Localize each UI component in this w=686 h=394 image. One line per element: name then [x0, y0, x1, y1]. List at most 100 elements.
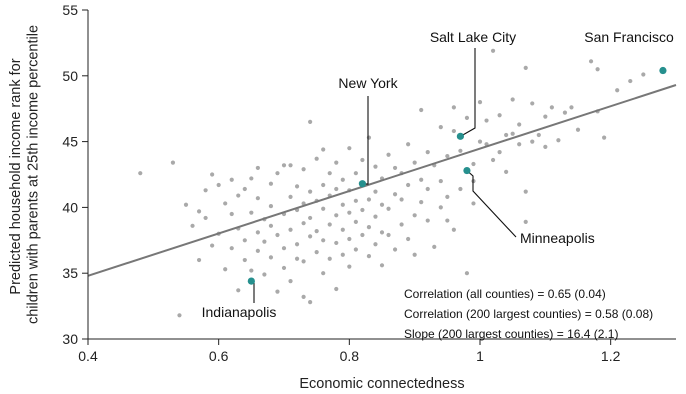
stat-slope-largest: Slope (200 largest counties) = 16.4 (2.1…: [404, 327, 618, 341]
data-point: [340, 227, 345, 232]
y-tick-label: 55: [62, 2, 78, 18]
data-point: [425, 218, 430, 223]
data-point: [373, 164, 378, 169]
data-point: [360, 207, 365, 213]
y-axis-title-line-1: Predicted household income rank for: [8, 58, 24, 294]
data-point: [196, 209, 202, 214]
data-point: [464, 271, 470, 276]
data-point: [530, 101, 535, 106]
data-point: [314, 250, 319, 255]
data-point: [438, 205, 443, 210]
city-label: Minneapolis: [520, 230, 595, 246]
data-point: [340, 177, 345, 182]
data-point: [138, 171, 143, 176]
data-point: [523, 189, 528, 194]
data-point: [170, 160, 176, 165]
data-point: [458, 186, 463, 192]
data-point: [281, 246, 287, 251]
data-point: [406, 236, 411, 242]
city-label: San Francisco: [584, 29, 674, 45]
data-point: [595, 67, 600, 72]
data-point: [392, 165, 398, 171]
data-point: [445, 194, 450, 199]
data-point: [275, 171, 280, 176]
highlighted-point: [247, 277, 255, 285]
data-point: [386, 152, 391, 157]
data-point: [392, 192, 398, 197]
data-point: [203, 188, 208, 193]
data-point: [588, 59, 594, 64]
data-point: [412, 252, 417, 257]
data-point: [216, 182, 221, 188]
city-label: Salt Lake City: [430, 29, 516, 45]
highlighted-point: [463, 166, 471, 175]
data-point: [334, 240, 339, 246]
data-point: [406, 142, 411, 147]
data-point: [386, 206, 391, 211]
data-point: [347, 236, 352, 242]
data-point: [294, 184, 300, 189]
data-point: [327, 171, 332, 176]
data-point: [458, 148, 463, 153]
data-point: [530, 139, 535, 144]
leader-line: [362, 96, 369, 185]
data-point: [379, 230, 385, 235]
y-tick-label: 50: [62, 68, 78, 84]
data-point: [484, 118, 489, 123]
data-point: [347, 146, 352, 151]
data-point: [569, 105, 574, 110]
fit-line: [87, 84, 677, 277]
highlighted-point: [358, 180, 366, 188]
data-point: [373, 214, 378, 219]
y-axis-title: Predicted household income rank for chil…: [8, 25, 41, 324]
data-point: [308, 119, 313, 124]
leader-line: [460, 48, 476, 137]
data-point: [268, 255, 274, 260]
x-tick-label: 0.4: [78, 348, 98, 364]
data-point: [392, 247, 398, 252]
data-point: [340, 252, 345, 257]
x-tick-label: 1: [476, 348, 484, 364]
data-point: [366, 253, 372, 259]
data-point: [308, 215, 313, 221]
data-point: [275, 289, 280, 294]
data-point: [334, 186, 339, 192]
data-point: [464, 115, 470, 121]
data-point: [373, 189, 378, 194]
data-point: [490, 157, 496, 163]
data-point: [210, 172, 215, 177]
data-point: [432, 244, 437, 249]
data-point: [575, 127, 581, 132]
city-callouts: San Francisco Salt Lake City New York Minne…: [202, 29, 674, 320]
data-point: [255, 196, 260, 201]
x-tick-label: 1.2: [601, 348, 621, 364]
data-point: [223, 201, 228, 206]
data-point: [438, 125, 443, 130]
data-point: [314, 156, 319, 161]
data-point: [288, 163, 293, 168]
data-point: [510, 131, 515, 136]
y-axis-ticks: 30 35 40 45 50 55: [62, 2, 88, 347]
data-point: [340, 202, 345, 207]
data-point: [471, 201, 476, 206]
data-point: [523, 65, 528, 71]
data-point: [229, 177, 234, 182]
data-point: [268, 181, 274, 186]
data-point: [497, 113, 502, 118]
data-point: [353, 171, 358, 176]
data-point: [236, 193, 241, 198]
data-point: [268, 203, 274, 209]
data-point: [419, 200, 424, 205]
data-point: [562, 110, 568, 115]
data-point: [288, 194, 293, 199]
data-point: [445, 153, 450, 159]
data-point: [249, 210, 254, 215]
data-point: [301, 167, 306, 172]
data-point: [301, 221, 306, 226]
data-point: [510, 97, 515, 102]
data-point: [321, 238, 326, 243]
data-point: [451, 227, 456, 232]
data-point: [360, 232, 365, 238]
data-point: [281, 163, 287, 168]
data-point: [347, 210, 352, 215]
